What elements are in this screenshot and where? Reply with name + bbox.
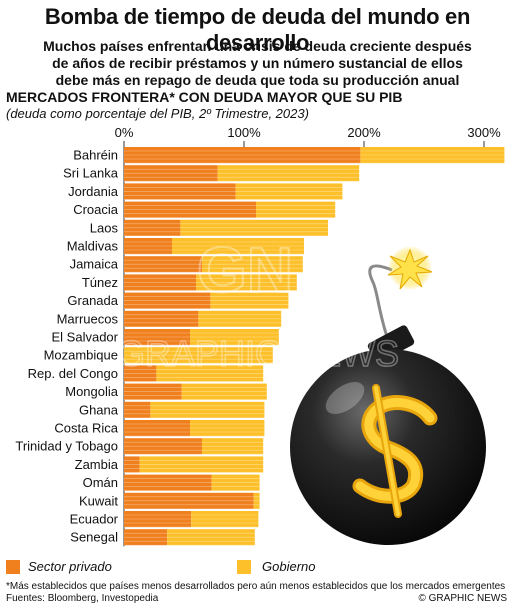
- bar-private: [124, 420, 190, 437]
- bar-private: [124, 492, 254, 509]
- section-subheading: (deuda como porcentaje del PIB, 2º Trime…: [6, 106, 309, 121]
- bar-private: [124, 183, 236, 200]
- spark-icon: [387, 248, 433, 290]
- bar-government: [172, 238, 304, 255]
- category-labels: Bahréin Sri Lanka Jordania Croacia Laos Maldi…: [15, 148, 118, 545]
- legend-label-private: Sector privado: [28, 559, 112, 574]
- bar-private: [124, 438, 202, 455]
- bar-private: [124, 201, 256, 218]
- fuse-icon: [368, 264, 393, 341]
- category-label: Granada: [67, 293, 118, 308]
- bar-government: [202, 438, 264, 455]
- subtitle-line-2: de años de recibir préstamos y un número…: [52, 55, 463, 71]
- bar-government: [198, 310, 282, 327]
- bar-government: [167, 529, 255, 546]
- category-label: Maldivas: [67, 239, 119, 254]
- category-label: Ecuador: [70, 512, 119, 527]
- x-tick-label: 200%: [347, 125, 381, 140]
- bar-government: [190, 420, 265, 437]
- bar-government: [196, 274, 297, 291]
- bomb-illustration: [290, 246, 486, 545]
- bar-government: [180, 219, 328, 236]
- bar-private: [124, 456, 140, 473]
- bar-private: [124, 511, 192, 528]
- bar-government: [211, 474, 260, 491]
- footnote: *Más establecidos que países menos desar…: [6, 581, 506, 592]
- bar-private: [124, 256, 202, 273]
- bar-government: [150, 401, 265, 418]
- bomb-highlight-icon: [325, 382, 365, 414]
- category-label: El Salvador: [52, 330, 119, 345]
- x-tick-label: 300%: [467, 125, 501, 140]
- category-label: Zambia: [75, 457, 119, 472]
- category-label: Omán: [83, 475, 118, 490]
- subtitle-line-1: Muchos países enfrentan una crisis de de…: [43, 38, 472, 54]
- bars: [124, 147, 505, 546]
- sources: Fuentes: Bloomberg, Investopedia: [6, 593, 159, 604]
- bar-private: [124, 474, 212, 491]
- bar-government: [202, 256, 303, 273]
- category-label: Jordania: [68, 184, 119, 199]
- page-title: Bomba de tiempo de deuda del mundo en de…: [44, 4, 471, 55]
- bar-government: [210, 292, 289, 309]
- bar-private: [124, 329, 190, 346]
- bar-government: [253, 492, 260, 509]
- category-label: Trinidad y Tobago: [15, 439, 118, 454]
- category-label: Túnez: [82, 275, 118, 290]
- bar-government: [217, 165, 360, 182]
- category-label: Bahréin: [73, 148, 118, 163]
- bar-private: [124, 274, 196, 291]
- bar-private: [124, 219, 181, 236]
- bar-government: [360, 147, 505, 164]
- category-label: Senegal: [70, 530, 118, 545]
- bar-government: [124, 347, 273, 364]
- bar-government: [139, 456, 264, 473]
- bar-private: [124, 147, 361, 164]
- subtitle-line-3: debe más en repago de deuda que toda su …: [55, 72, 460, 88]
- x-tick-label: 100%: [227, 125, 261, 140]
- legend-label-government: Gobierno: [262, 559, 316, 574]
- category-label: Rep. del Congo: [28, 366, 118, 381]
- category-label: Laos: [90, 220, 119, 235]
- bar-private: [124, 292, 211, 309]
- watermark-logo: GN: [197, 234, 293, 306]
- dollar-bar-shine-icon: [374, 386, 400, 516]
- section-heading: MERCADOS FRONTERA* CON DEUDA MAYOR QUE S…: [6, 89, 403, 105]
- legend-swatch-private: [6, 560, 20, 574]
- category-label: Costa Rica: [54, 421, 118, 436]
- category-label: Mozambique: [44, 348, 118, 363]
- bar-private: [124, 310, 199, 327]
- category-label: Marruecos: [57, 311, 119, 326]
- bar-government: [181, 383, 267, 400]
- bar-government: [190, 329, 279, 346]
- bar-government: [156, 365, 264, 382]
- x-tick-label: 0%: [115, 125, 134, 140]
- bar-government: [235, 183, 343, 200]
- category-label: Mongolia: [65, 384, 119, 399]
- watermark: GN GRAPHIC NEWS: [116, 233, 400, 375]
- bar-government: [256, 201, 336, 218]
- category-label: Croacia: [73, 202, 119, 217]
- credit: © GRAPHIC NEWS: [418, 593, 508, 604]
- category-label: Sri Lanka: [63, 166, 119, 181]
- category-label: Jamaica: [70, 257, 119, 272]
- category-label: Ghana: [79, 402, 119, 417]
- watermark-text: GRAPHIC NEWS: [117, 333, 399, 374]
- category-label: Kuwait: [79, 493, 118, 508]
- bar-private: [124, 238, 172, 255]
- bar-private: [124, 401, 151, 418]
- bar-private: [124, 529, 168, 546]
- bar-private: [124, 365, 157, 382]
- bar-private: [124, 165, 218, 182]
- bar-private: [124, 383, 182, 400]
- legend-swatch-government: [237, 560, 251, 574]
- bar-government: [191, 511, 259, 528]
